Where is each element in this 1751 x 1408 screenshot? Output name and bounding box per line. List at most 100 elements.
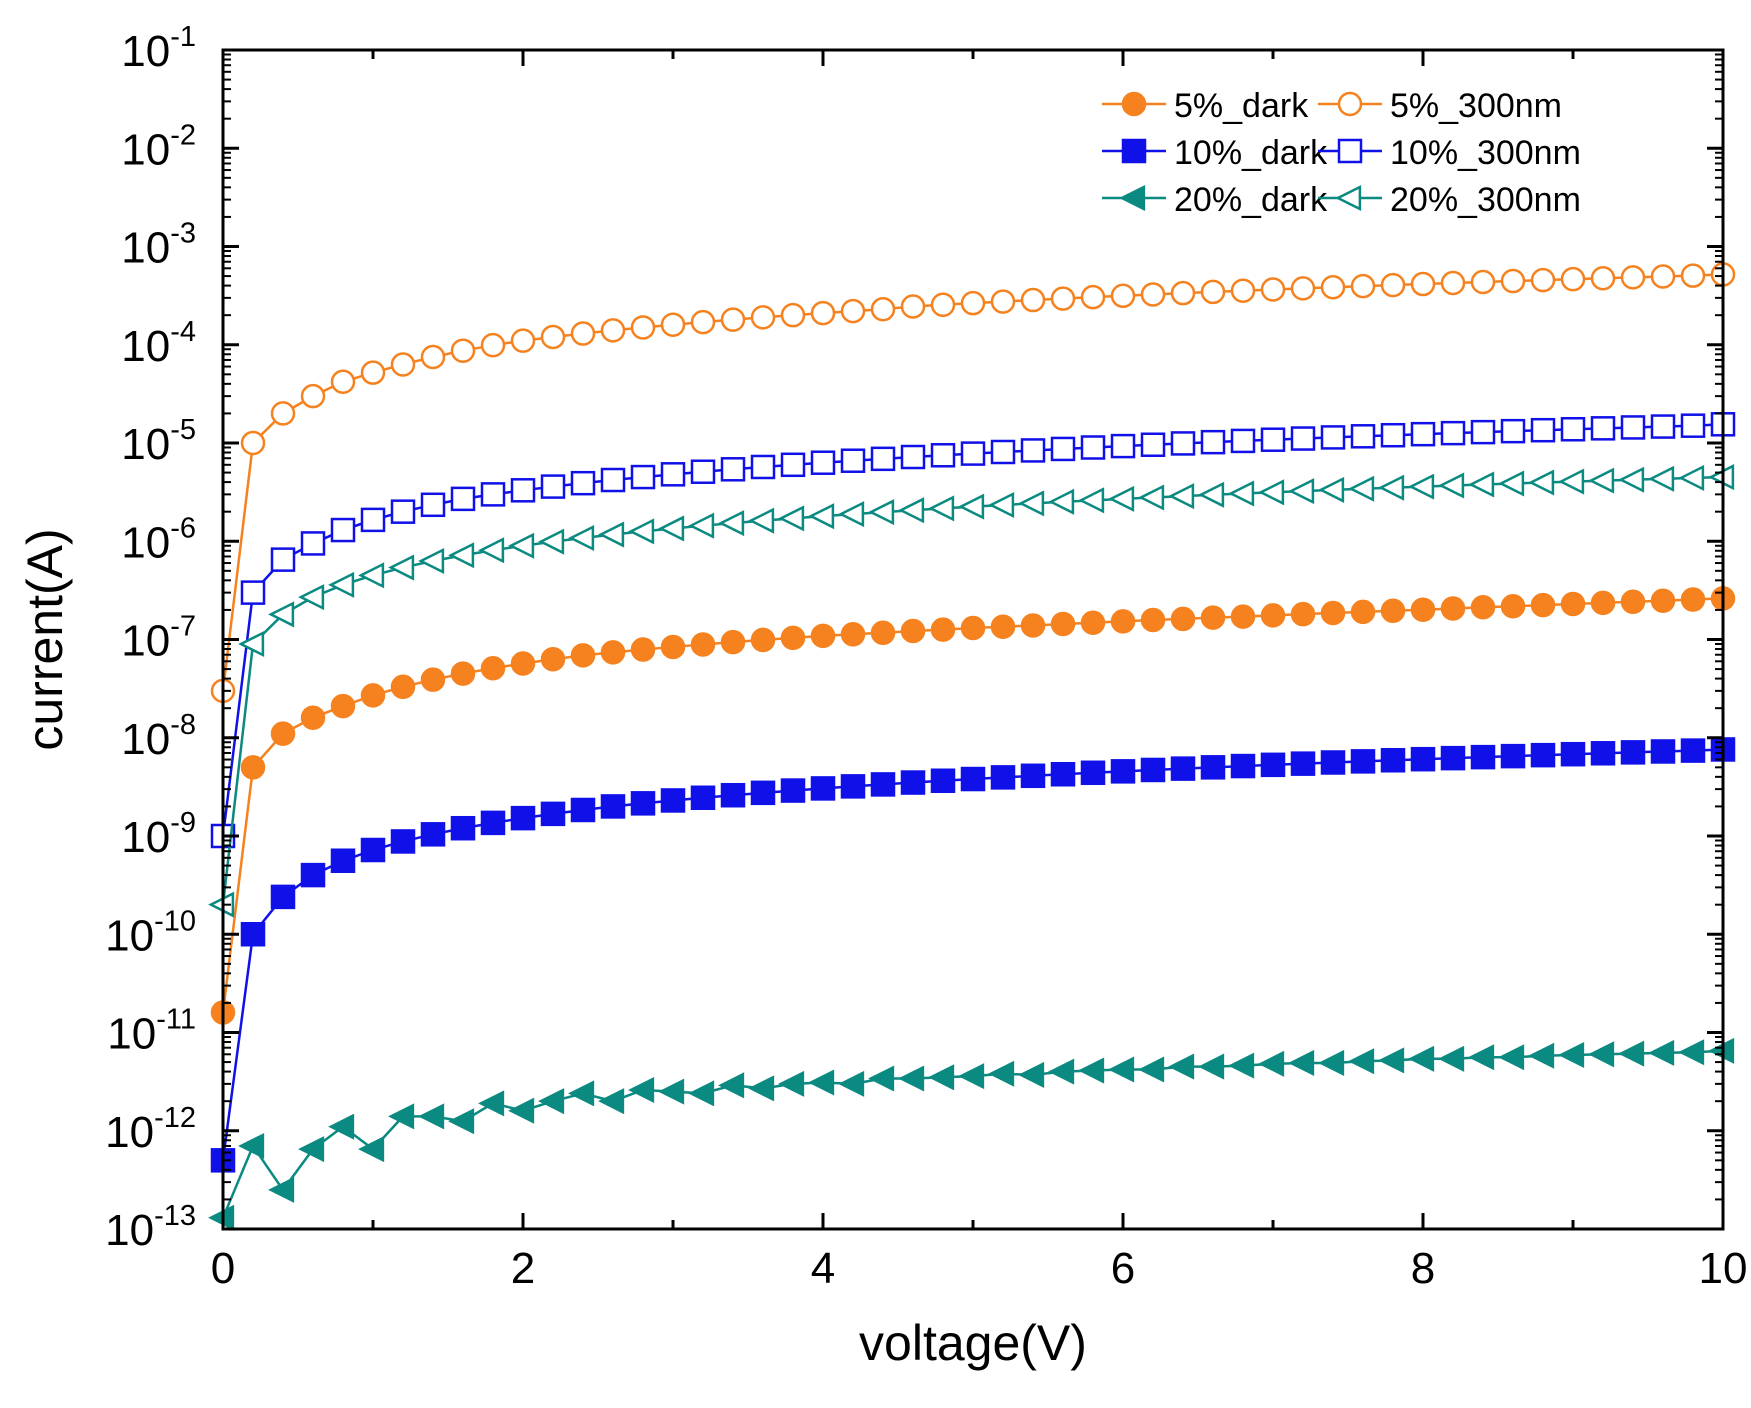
- y-tick-exponent: -1: [170, 21, 196, 53]
- data-point: [898, 1065, 925, 1092]
- data-point: [718, 1072, 745, 1099]
- data-point: [478, 1090, 505, 1117]
- data-point: [868, 1065, 895, 1092]
- data-point: [1230, 278, 1256, 303]
- y-tick-base: 10: [121, 125, 170, 174]
- data-point: [1318, 1049, 1345, 1076]
- data-point: [720, 629, 746, 655]
- data-point: [1200, 605, 1226, 630]
- data-point: [1290, 426, 1316, 451]
- data-point: [840, 448, 866, 473]
- data-point: [748, 1075, 775, 1102]
- data-point: [1618, 1040, 1645, 1067]
- data-point: [958, 493, 985, 520]
- data-point: [268, 601, 295, 628]
- data-point: [1288, 478, 1315, 505]
- data-point: [300, 383, 326, 409]
- data-point: [1020, 287, 1046, 313]
- data-point: [1320, 425, 1346, 450]
- data-point: [330, 517, 356, 543]
- data-point: [1408, 473, 1435, 500]
- data-point: [1230, 428, 1256, 454]
- data-point: [1680, 263, 1706, 288]
- data-point: [660, 312, 686, 337]
- data-point: [1438, 472, 1465, 499]
- data-point: [1440, 270, 1466, 296]
- data-point: [1140, 432, 1166, 457]
- data-point: [1650, 414, 1676, 439]
- y-tick-label: 10-6: [121, 512, 196, 567]
- x-axis: 0 2 4 6 8 10: [211, 50, 1748, 1293]
- legend-item: 5%_dark: [1102, 87, 1309, 125]
- data-point: [1470, 269, 1496, 295]
- data-point: [720, 457, 746, 482]
- data-point: [298, 1136, 325, 1163]
- data-point: [240, 580, 266, 605]
- data-point: [778, 505, 805, 532]
- data-point: [330, 693, 356, 719]
- data-point: [1590, 741, 1616, 766]
- data-point: [1678, 1039, 1705, 1066]
- data-point: [450, 661, 476, 686]
- data-point: [418, 1103, 445, 1130]
- data-point: [690, 785, 716, 811]
- data-point: [750, 627, 776, 653]
- data-point: [778, 1070, 805, 1097]
- data-point: [570, 470, 596, 496]
- data-point: [538, 528, 565, 555]
- y-tick-exponent: -7: [170, 611, 196, 643]
- data-point: [960, 441, 986, 466]
- data-point: [1620, 415, 1646, 440]
- data-point: [270, 401, 296, 426]
- data-point: [750, 305, 776, 330]
- data-point: [630, 315, 656, 340]
- data-point: [1558, 1041, 1585, 1069]
- data-point: [928, 1064, 955, 1091]
- data-point: [1258, 1050, 1285, 1077]
- series-line: [221, 748, 1724, 1161]
- data-point: [1260, 752, 1286, 778]
- data-point: [1408, 1045, 1435, 1072]
- legend-item: 10%_dark: [1102, 134, 1328, 172]
- data-point: [900, 294, 926, 319]
- legend-item: 10%_300nm: [1318, 134, 1581, 172]
- data-point: [660, 788, 686, 813]
- series-line: [221, 597, 1724, 1013]
- x-tick-label: 0: [211, 1244, 235, 1293]
- series-5%_dark: [210, 586, 1736, 1025]
- data-point: [1650, 739, 1676, 764]
- data-point: [720, 782, 746, 808]
- data-point: [1560, 266, 1586, 292]
- data-point: [1498, 470, 1525, 497]
- data-point: [838, 501, 865, 528]
- y-tick-base: 10: [121, 224, 170, 273]
- data-point: [630, 464, 656, 490]
- data-point: [1648, 1039, 1675, 1066]
- data-point: [480, 482, 506, 507]
- data-point: [1380, 598, 1406, 624]
- series-line: [221, 475, 1724, 905]
- legend-item: 20%_dark: [1102, 181, 1328, 219]
- data-point: [1078, 1057, 1105, 1084]
- data-point: [1170, 606, 1196, 632]
- data-point: [780, 452, 806, 478]
- x-axis-title: voltage(V): [859, 1315, 1087, 1371]
- x-tick-label: 10: [1699, 1244, 1748, 1293]
- legend-marker: [1121, 91, 1147, 117]
- data-point: [958, 1063, 985, 1090]
- data-point: [990, 614, 1016, 639]
- data-point: [960, 766, 986, 792]
- data-point: [568, 524, 595, 551]
- data-point: [420, 492, 446, 518]
- data-point: [508, 1097, 535, 1124]
- data-point: [1110, 759, 1136, 784]
- data-point: [570, 797, 596, 823]
- data-point: [328, 1113, 355, 1140]
- data-point: [450, 815, 476, 841]
- y-tick-exponent: -13: [154, 1200, 196, 1232]
- y-tick-label: 10-13: [105, 1200, 196, 1255]
- data-point: [240, 430, 266, 456]
- legend-marker: [1121, 138, 1147, 164]
- data-point: [780, 625, 806, 651]
- data-point: [1140, 607, 1166, 633]
